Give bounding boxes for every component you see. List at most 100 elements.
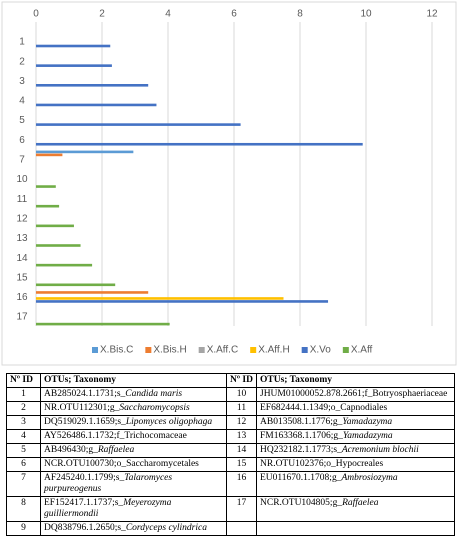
otu-cell: EU011670.1.1708;g_Ambrosiozyma bbox=[256, 471, 455, 497]
legend-label: X.Aff.H bbox=[258, 345, 290, 356]
otu-cell: AY526486.1.1732;f_Trichocomaceae bbox=[40, 429, 227, 444]
bar bbox=[36, 224, 74, 228]
otu-text: EU011670.1.1708;g_ bbox=[260, 473, 342, 483]
id-cell: 15 bbox=[226, 457, 257, 472]
header-cell: Nº ID bbox=[6, 373, 41, 388]
otu-text: AF245240.1.1799;s_ bbox=[44, 473, 125, 483]
x-tick-label: 10 bbox=[360, 9, 372, 20]
id-cell: 3 bbox=[6, 415, 41, 430]
taxon-text: Lipomyces oligophaga bbox=[125, 417, 213, 427]
legend-label: X.Vo bbox=[310, 345, 332, 356]
legend-label: X.Aff.C bbox=[207, 345, 239, 356]
legend-swatch bbox=[342, 347, 349, 353]
otu-text: EF152417.1.1737;s_ bbox=[44, 498, 124, 508]
x-tick-label: 6 bbox=[231, 9, 237, 20]
header-cell: Nº ID bbox=[226, 373, 257, 388]
y-tick-label: 16 bbox=[16, 292, 28, 303]
otu-cell: EF682444.1.1349;o_Capnodiales bbox=[256, 401, 455, 416]
otu-text: DQ838796.1.2650;s_ bbox=[44, 523, 126, 533]
otu-cell bbox=[256, 521, 455, 536]
legend-swatch bbox=[250, 347, 257, 353]
id-cell: 1 bbox=[6, 387, 41, 402]
legend-swatch bbox=[198, 347, 205, 353]
legend-swatch bbox=[301, 347, 308, 353]
chart-frame bbox=[1, 1, 457, 366]
taxon-text: Acremonium blochii bbox=[341, 445, 419, 455]
bar bbox=[36, 283, 116, 287]
otu-cell: AB285024.1.1731;s_Candida maris bbox=[40, 387, 227, 402]
table-row: 1 AB285024.1.1731;s_Candida maris 10 JHUM01… bbox=[6, 387, 455, 402]
bar bbox=[36, 150, 134, 154]
y-tick-label: 4 bbox=[19, 96, 25, 107]
table-row: 7 AF245240.1.1799;s_Talaromyces purpureog… bbox=[6, 471, 455, 497]
otu-cell: NCR.OTU104805;g_Raffaelea bbox=[256, 496, 455, 522]
taxon-text: Yamadazyma bbox=[342, 417, 393, 427]
legend-swatch bbox=[145, 347, 152, 353]
taxon-text: Raffaelea bbox=[97, 445, 135, 455]
bar bbox=[36, 322, 170, 326]
y-tick-label: 2 bbox=[19, 56, 25, 67]
id-cell: 2 bbox=[6, 401, 41, 416]
otu-text: EF682444.1.1349;o_Capnodiales bbox=[260, 403, 388, 413]
legend-swatch bbox=[92, 347, 98, 353]
id-cell: 4 bbox=[6, 429, 41, 444]
y-tick-label: 13 bbox=[16, 233, 28, 244]
bar bbox=[36, 64, 112, 67]
otu-cell: DQ519029.1.1659;s_Lipomyces oligophaga bbox=[40, 415, 227, 430]
table-row: 3 DQ519029.1.1659;s_Lipomyces oligophaga 1… bbox=[6, 415, 455, 430]
otu-cell: DQ838796.1.2650;s_Cordyceps cylindrica bbox=[40, 521, 227, 536]
bar bbox=[36, 142, 363, 146]
bar bbox=[36, 123, 241, 126]
id-cell: 9 bbox=[6, 521, 41, 536]
legend-label: X.Aff bbox=[351, 345, 373, 356]
bar bbox=[36, 185, 56, 188]
header-row: Nº ID OTUs; Taxonomy Nº ID OTUs; Taxonom… bbox=[6, 373, 455, 388]
legend-label: X.Bis.H bbox=[153, 345, 186, 356]
legend-label: X.Bis.C bbox=[100, 345, 133, 356]
bar bbox=[36, 153, 63, 157]
otu-cell: NR.OTU112301;g_Saccharomycopsis bbox=[40, 401, 227, 416]
taxon-text: Talaromyces purpureogenus bbox=[44, 473, 173, 494]
otu-text: NCR.OTU104805;g_ bbox=[260, 498, 343, 508]
x-tick-label: 4 bbox=[165, 9, 171, 20]
bar bbox=[36, 297, 284, 300]
otu-text: AY526486.1.1732;f_Trichocomaceae bbox=[44, 431, 187, 441]
y-tick-label: 10 bbox=[16, 174, 28, 185]
table-row: 2 NR.OTU112301;g_Saccharomycopsis 11 EF6824… bbox=[6, 401, 455, 416]
id-cell: 17 bbox=[226, 496, 257, 522]
table-row: 5 AB496430;g_Raffaelea 14 HQ232182.1.1773;s… bbox=[6, 443, 455, 458]
id-cell: 7 bbox=[6, 471, 41, 497]
id-cell: 12 bbox=[226, 415, 257, 430]
bar bbox=[36, 300, 329, 303]
x-tick-label: 8 bbox=[297, 9, 303, 20]
x-tick-label: 12 bbox=[426, 9, 438, 20]
y-tick-label: 7 bbox=[19, 155, 25, 166]
otu-text: AB285024.1.1731;s_ bbox=[44, 389, 126, 399]
bar bbox=[36, 204, 60, 208]
y-tick-label: 1 bbox=[19, 37, 25, 48]
otu-cell: HQ232182.1.1773;s_Acremonium blochii bbox=[256, 443, 455, 458]
id-cell: 6 bbox=[6, 457, 41, 472]
otu-cell: JHUM01000052.878.2661;f_Botryosphaeriace… bbox=[256, 387, 455, 402]
id-cell: 10 bbox=[226, 387, 257, 402]
table-row: 4 AY526486.1.1732;f_Trichocomaceae 13 FM163… bbox=[6, 429, 455, 444]
table-row: 6 NCR.OTU100730;o_Saccharomycetales 15 NR.O… bbox=[6, 457, 455, 472]
table-row: 9 DQ838796.1.2650;s_Cordyceps cylindrica bbox=[6, 521, 455, 536]
taxon-text: Candida maris bbox=[125, 389, 183, 399]
y-tick-label: 5 bbox=[19, 115, 25, 126]
otu-cell: AB013508.1.1776;g_Yamadazyma bbox=[256, 415, 455, 430]
otu-text: NR.OTU112301;g_ bbox=[44, 403, 120, 413]
otu-text: FM163368.1.1706;g_ bbox=[260, 431, 343, 441]
otu-cell: FM163368.1.1706;g_Yamadazyma bbox=[256, 429, 455, 444]
taxon-text: Meyerozyma guilliermondii bbox=[44, 498, 172, 519]
otu-cell: AB496430;g_Raffaelea bbox=[40, 443, 227, 458]
id-cell bbox=[226, 521, 257, 536]
y-tick-label: 14 bbox=[16, 253, 28, 264]
otu-cell: EF152417.1.1737;s_Meyerozyma guilliermon… bbox=[40, 496, 227, 522]
y-tick-label: 3 bbox=[19, 76, 25, 87]
id-cell: 13 bbox=[226, 429, 257, 444]
y-tick-label: 11 bbox=[17, 194, 28, 205]
taxon-text: Cordyceps cylindrica bbox=[125, 523, 207, 533]
